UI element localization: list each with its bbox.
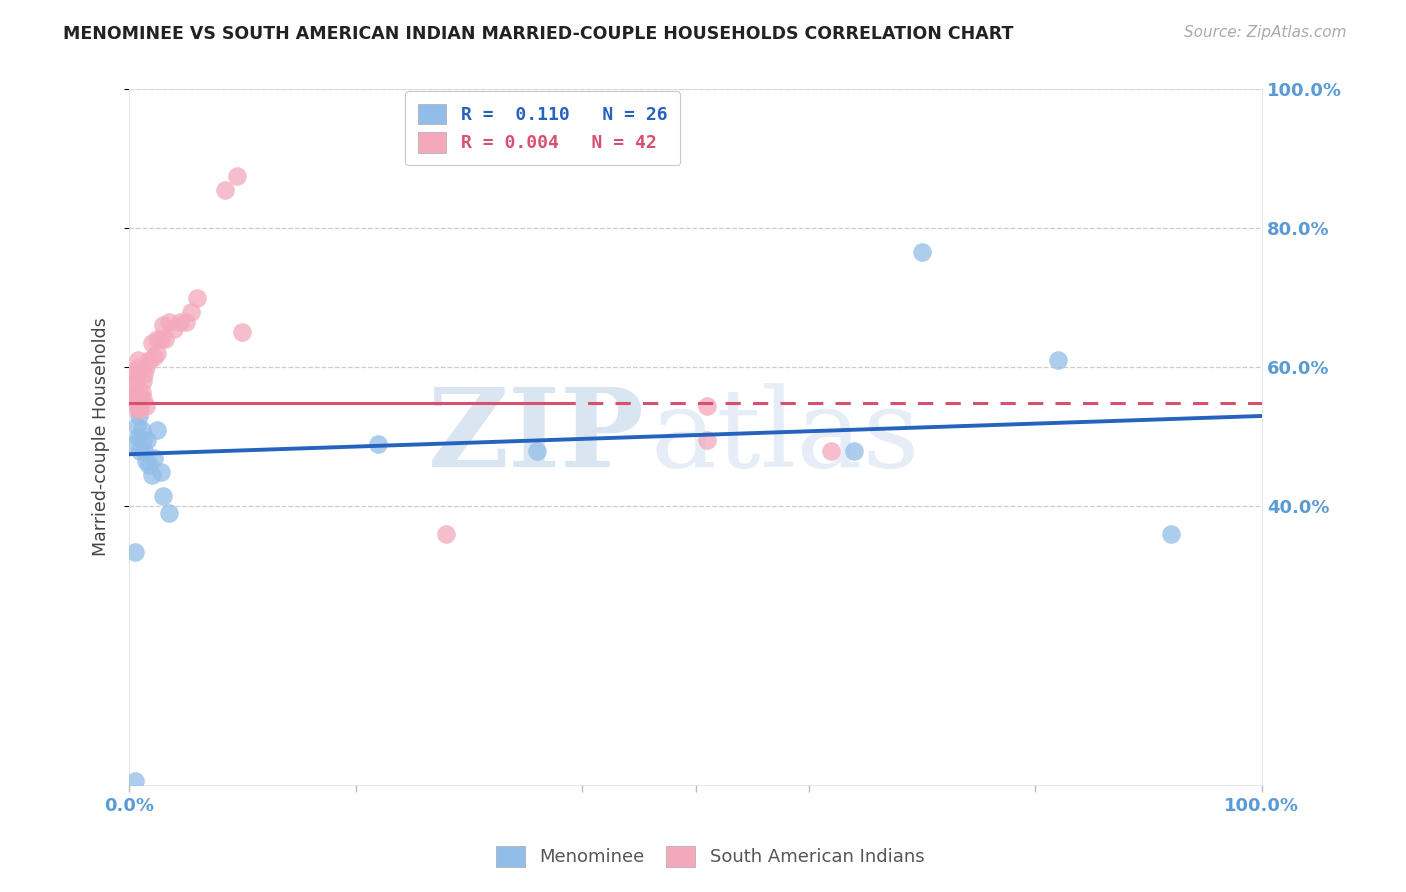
Point (174, 315, 197, 329)
Point (141, 468, 163, 483)
Point (122, 364, 145, 378)
Point (125, 374, 148, 388)
Point (135, 360, 157, 375)
Point (124, 544, 146, 558)
Point (128, 360, 150, 375)
Text: Source: ZipAtlas.com: Source: ZipAtlas.com (1184, 25, 1347, 40)
Point (125, 419, 148, 434)
Point (146, 346, 169, 360)
Point (231, 326, 253, 340)
Point (138, 458, 160, 472)
Point (131, 392, 153, 406)
Text: atlas: atlas (650, 384, 920, 491)
Point (128, 399, 150, 413)
Point (125, 402, 148, 417)
Point (152, 489, 174, 503)
Point (146, 333, 169, 347)
Point (125, 368, 148, 382)
Point (127, 430, 149, 444)
Point (138, 353, 160, 368)
Point (911, 245, 934, 260)
Legend: R =  0.110   N = 26, R = 0.004   N = 42: R = 0.110 N = 26, R = 0.004 N = 42 (405, 91, 681, 165)
Point (214, 183, 236, 197)
Point (128, 409, 150, 423)
Point (696, 399, 718, 413)
Point (127, 384, 149, 399)
Point (129, 402, 152, 417)
Point (125, 392, 148, 406)
Point (131, 384, 153, 399)
Point (124, 774, 146, 789)
Point (225, 169, 247, 183)
Point (820, 443, 842, 458)
Point (1160, 527, 1182, 541)
Point (135, 399, 157, 413)
Point (157, 315, 180, 329)
Point (124, 395, 146, 409)
Y-axis label: Married-couple Households: Married-couple Households (93, 318, 110, 557)
Point (169, 315, 191, 329)
Point (121, 388, 143, 402)
Point (1047, 353, 1070, 368)
Point (127, 399, 149, 413)
Point (152, 318, 174, 333)
Point (136, 434, 159, 448)
Point (186, 291, 208, 305)
Text: ZIP: ZIP (427, 384, 644, 491)
Point (842, 443, 865, 458)
Point (157, 507, 180, 521)
Point (155, 333, 177, 347)
Point (127, 353, 149, 368)
Point (129, 392, 152, 406)
Point (141, 335, 163, 350)
Point (129, 443, 152, 458)
Text: MENOMINEE VS SOUTH AMERICAN INDIAN MARRIED-COUPLE HOUSEHOLDS CORRELATION CHART: MENOMINEE VS SOUTH AMERICAN INDIAN MARRI… (63, 25, 1014, 43)
Point (146, 423, 169, 437)
Point (129, 392, 152, 406)
Point (135, 454, 157, 468)
Point (434, 527, 457, 541)
Point (132, 443, 155, 458)
Point (526, 443, 548, 458)
Point (149, 333, 172, 347)
Point (132, 368, 155, 382)
Point (163, 322, 186, 336)
Legend: Menominee, South American Indians: Menominee, South American Indians (489, 838, 931, 874)
Point (143, 350, 166, 364)
Point (124, 377, 146, 392)
Point (124, 437, 146, 451)
Point (143, 450, 166, 465)
Point (131, 374, 153, 388)
Point (367, 437, 389, 451)
Point (131, 423, 153, 437)
Point (149, 465, 172, 479)
Point (180, 304, 202, 318)
Point (696, 434, 718, 448)
Point (131, 434, 153, 448)
